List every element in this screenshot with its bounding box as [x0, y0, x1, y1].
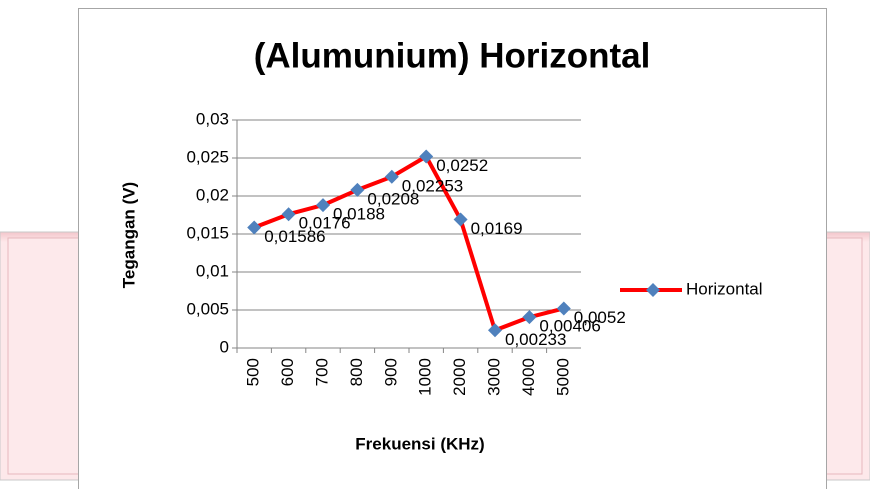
data-label: 0,02253	[402, 176, 463, 195]
chart-title: (Alumunium) Horizontal	[254, 36, 651, 75]
y-axis-label: Tegangan (V)	[119, 182, 138, 288]
data-label: 0,0176	[299, 214, 351, 233]
data-label: 0,00406	[539, 317, 600, 336]
marker	[350, 182, 365, 197]
x-tick-label: 2000	[450, 358, 469, 396]
marker	[522, 310, 537, 325]
marker	[247, 220, 262, 235]
legend-label: Horizontal	[686, 279, 763, 298]
y-tick-label: 0,025	[186, 147, 229, 166]
y-tick-label: 0,015	[186, 223, 229, 242]
data-label: 0,01586	[264, 227, 325, 246]
data-label: 0,0188	[333, 205, 385, 224]
data-label: 0,0052	[574, 308, 626, 327]
marker	[453, 212, 468, 227]
y-tick-label: 0,02	[196, 185, 229, 204]
data-label: 0,0252	[436, 156, 488, 175]
series-line	[253, 154, 565, 333]
x-tick-label: 700	[312, 358, 331, 386]
marker	[384, 169, 399, 184]
legend-marker	[646, 283, 660, 297]
marker	[281, 207, 296, 222]
x-axis-label: Frekuensi (KHz)	[355, 434, 484, 453]
x-tick-label: 3000	[484, 358, 503, 396]
data-label: 0,0208	[367, 189, 419, 208]
x-tick-label: 4000	[519, 358, 538, 396]
x-tick-label: 1000	[416, 358, 435, 396]
marker	[556, 301, 571, 316]
marker	[316, 198, 330, 213]
x-tick-label: 900	[381, 358, 400, 386]
marker	[419, 149, 434, 164]
marker	[488, 323, 502, 338]
x-tick-label: 800	[347, 358, 366, 386]
y-tick-label: 0,03	[196, 109, 229, 128]
x-tick-label: 500	[244, 358, 263, 386]
x-tick-label: 600	[278, 358, 297, 386]
data-label: 0,00233	[505, 330, 566, 349]
data-label: 0,0169	[471, 219, 523, 238]
x-tick-label: 5000	[553, 358, 572, 396]
y-tick-label: 0,01	[196, 261, 229, 280]
chart-area	[78, 8, 827, 489]
y-tick-label: 0	[220, 337, 229, 356]
y-tick-label: 0,005	[186, 299, 229, 318]
